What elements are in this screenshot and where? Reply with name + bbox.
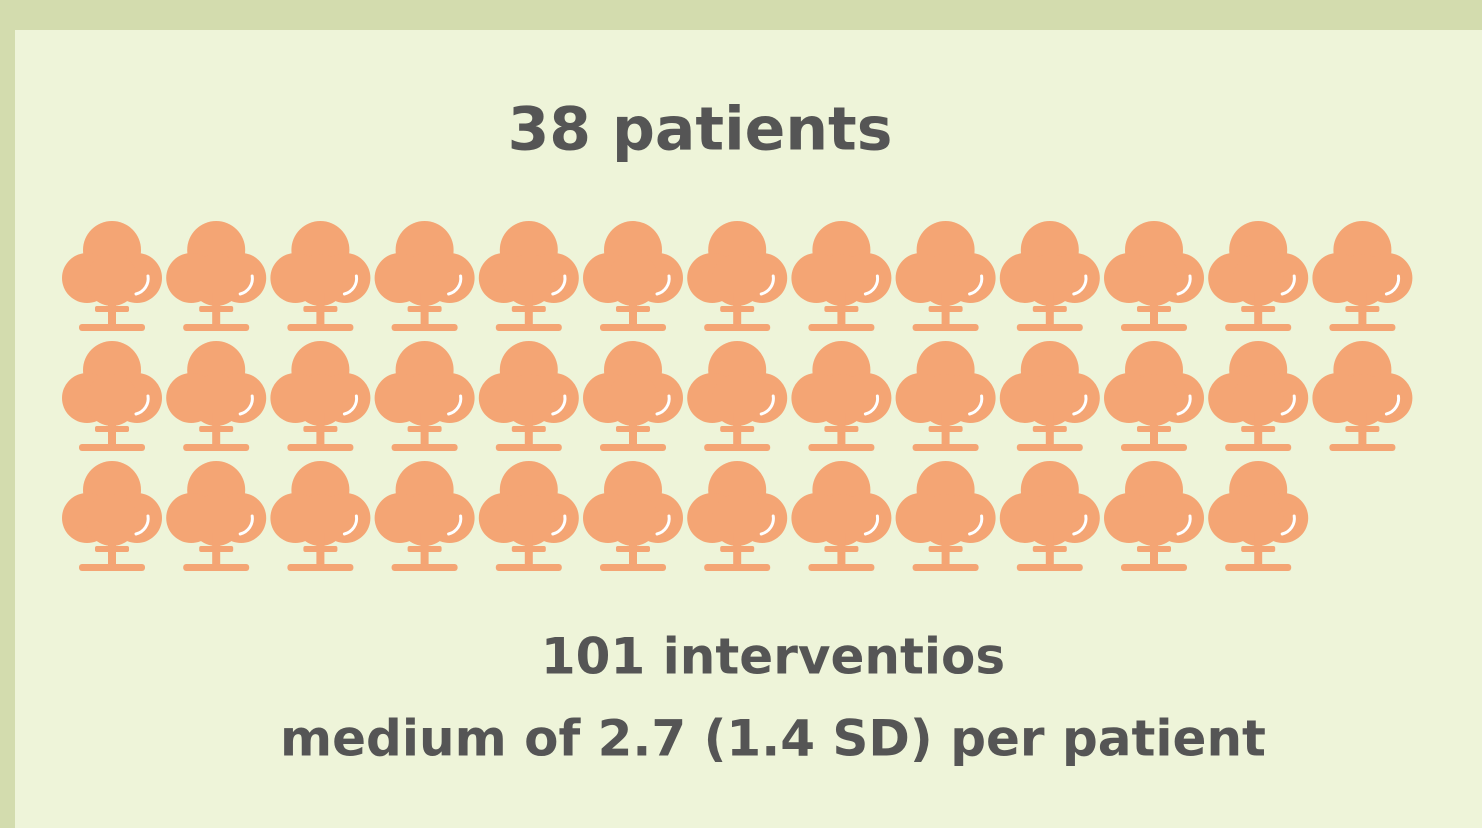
patient-icon (1102, 219, 1206, 333)
patient-icon (164, 339, 268, 453)
patient-icon (60, 219, 164, 333)
patient-icon (164, 219, 268, 333)
patient-icon (789, 339, 893, 453)
patient-icon (998, 459, 1102, 573)
patient-icon (164, 459, 268, 573)
patient-icon (373, 219, 477, 333)
patient-icon (998, 219, 1102, 333)
patient-icon (60, 459, 164, 573)
patient-icon (1206, 219, 1310, 333)
patient-icon (1310, 219, 1414, 333)
patient-icon (789, 219, 893, 333)
patient-icon (1310, 339, 1414, 453)
title: 38 patients (508, 95, 893, 165)
patient-icon (789, 459, 893, 573)
patient-icon (685, 219, 789, 333)
caption-line: 101 interventios (541, 628, 1005, 686)
patient-icon (268, 219, 372, 333)
patient-icon (581, 459, 685, 573)
patient-icon (894, 339, 998, 453)
patient-icon (581, 219, 685, 333)
patient-icon (477, 219, 581, 333)
patient-icon (1102, 339, 1206, 453)
patient-icon (373, 339, 477, 453)
patient-icon (581, 339, 685, 453)
patient-icon (268, 339, 372, 453)
patient-icon (894, 219, 998, 333)
patient-icon (373, 459, 477, 573)
patient-icon (894, 459, 998, 573)
patient-icon (1102, 459, 1206, 573)
patient-icon (1206, 339, 1310, 453)
caption-line: medium of 2.7 (1.4 SD) per patient (280, 710, 1266, 768)
patient-icon (268, 459, 372, 573)
patient-icon (477, 339, 581, 453)
patient-icon (60, 339, 164, 453)
patient-icon (477, 459, 581, 573)
pictogram (60, 219, 1414, 573)
patient-icon (998, 339, 1102, 453)
patient-icon (685, 339, 789, 453)
patient-icon (1206, 459, 1310, 573)
patient-icon (685, 459, 789, 573)
